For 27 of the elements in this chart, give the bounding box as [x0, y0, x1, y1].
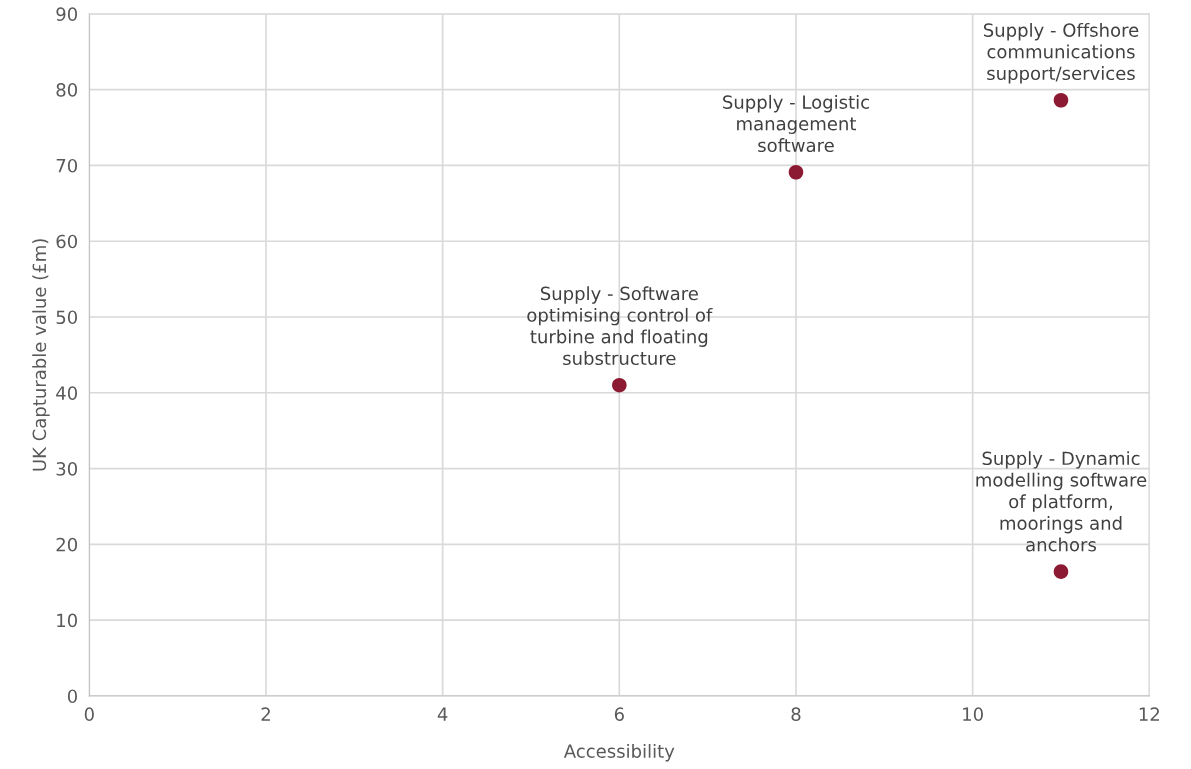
y-tick-label: 50	[56, 310, 78, 325]
y-axis-title: UK Capturable value (£m)	[32, 239, 50, 471]
y-tick-label: 10	[57, 613, 78, 628]
x-tick-label: 12	[1139, 707, 1159, 721]
x-tick-label: 6	[614, 707, 624, 722]
y-tick-label: 40	[56, 386, 78, 400]
x-tick-label: 2	[261, 707, 270, 721]
x-axis-title: Accessibility	[563, 743, 675, 762]
y-tick-label: 0	[67, 689, 78, 704]
y-tick-label: 30	[56, 462, 78, 476]
annotation: Supply - Logistic management software	[723, 94, 869, 153]
annotation: Supply - Dynamic modelling software of platform, moorings and anchors	[976, 451, 1147, 552]
point	[1053, 92, 1069, 108]
y-tick-label: 80	[56, 83, 78, 97]
point	[612, 377, 627, 393]
x-tick-label: 10	[963, 707, 983, 722]
y-tick-label: 60	[56, 234, 78, 249]
x-tick-label: 8	[791, 707, 801, 722]
x-tick-label: 0	[84, 707, 94, 722]
y-tick-label: 20	[56, 537, 78, 552]
x-tick-label: 4	[437, 707, 448, 721]
y-tick-label: 70	[56, 158, 78, 173]
point	[788, 164, 804, 180]
annotation: Supply - Offshore communications support/services	[983, 22, 1139, 84]
point	[1053, 564, 1069, 579]
annotation: Supply - Software optimising control of turbine and floating substructure	[527, 286, 713, 366]
y-tick-label: 90	[56, 7, 78, 21]
